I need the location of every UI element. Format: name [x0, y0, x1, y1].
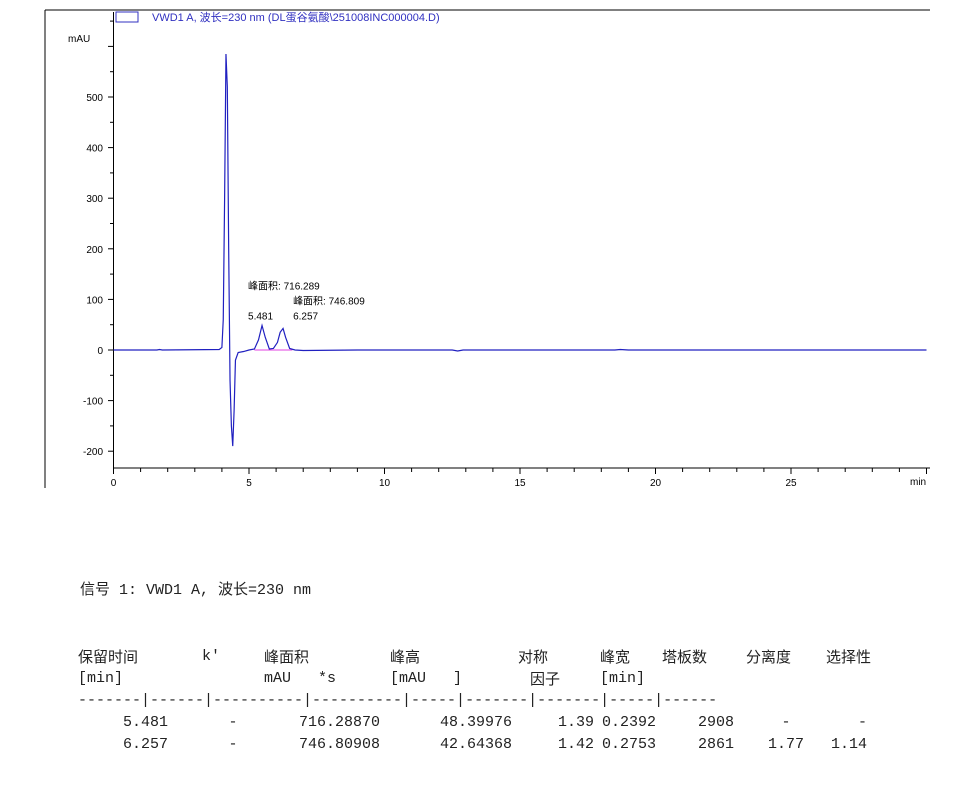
y-tick-label: 0 — [97, 346, 103, 357]
unit: [mAU ] — [390, 669, 463, 687]
units-row: [min] mAU *s [mAU ] 因子 [min] — [78, 667, 871, 689]
table-row: 5.481 - 716.28870 48.39976 1.39 0.2392 2908 - - — [78, 711, 871, 733]
legend-text: VWD1 A, 波长=230 nm (DL蛋谷氨酸\251008INC00000… — [152, 10, 440, 24]
col-retention-time: 保留时间 — [78, 649, 139, 667]
table-cell: 42.64368 — [439, 735, 512, 753]
table-cell: 1.77 — [767, 735, 804, 753]
col-selectivity: 选择性 — [826, 649, 872, 667]
y-axis-label: mAU — [68, 34, 90, 45]
x-tick-label: 15 — [514, 478, 526, 489]
y-tick-label: -100 — [83, 397, 103, 408]
y-tick-label: -200 — [83, 447, 103, 458]
col-height: 峰高 — [390, 649, 421, 667]
table-cell: 1.14 — [831, 735, 868, 753]
unit: 因子 — [530, 671, 561, 689]
x-tick-label: 5 — [246, 478, 252, 489]
table-cell: 5.481 — [122, 713, 168, 731]
x-axis-label: min — [910, 477, 926, 488]
table-cell: 2908 — [697, 713, 734, 731]
peak-annotation: 5.481 — [248, 312, 273, 323]
table-cell: 746.80908 — [298, 735, 380, 753]
y-tick-label: 500 — [86, 93, 103, 104]
col-symmetry: 对称 — [518, 649, 549, 667]
x-tick-label: 25 — [785, 478, 797, 489]
unit: [min] — [78, 669, 124, 687]
table-cell: 2861 — [697, 735, 734, 753]
signal-trace — [113, 53, 927, 447]
separator: -------|------|----------|----------|---… — [78, 691, 718, 709]
legend-swatch — [115, 11, 139, 23]
x-tick-label: 20 — [650, 478, 662, 489]
col-area: 峰面积 — [264, 649, 310, 667]
y-tick-label: 100 — [86, 295, 103, 306]
table-cell: 716.28870 — [298, 713, 380, 731]
peak-annotation: 峰面积: 716.289 — [248, 281, 320, 293]
peak-annotation: 峰面积: 746.809 — [293, 296, 365, 308]
header-row: 保留时间 k' 峰面积 峰高 对称 峰宽 塔板数 分离度 选择性 — [78, 645, 871, 667]
y-tick-label: 300 — [86, 194, 103, 205]
table-cell: 0.2753 — [601, 735, 656, 753]
chromatogram: VWD1 A, 波长=230 nm (DL蛋谷氨酸\251008INC00000… — [44, 9, 930, 489]
y-tick-label: 200 — [86, 245, 103, 256]
unit: [min] — [600, 669, 646, 687]
peak-table: 保留时间 k' 峰面积 峰高 对称 峰宽 塔板数 分离度 选择性 [min] m… — [78, 645, 871, 755]
x-tick-label: 0 — [111, 478, 117, 489]
x-tick-label: 10 — [379, 478, 391, 489]
table-cell: - — [781, 713, 791, 731]
table-cell: 0.2392 — [601, 713, 656, 731]
table-cell: - — [228, 735, 238, 753]
table-cell: 1.42 — [557, 735, 594, 753]
col-plates: 塔板数 — [662, 649, 708, 667]
col-width: 峰宽 — [600, 649, 631, 667]
unit: mAU *s — [264, 669, 337, 687]
table-cell: - — [858, 713, 868, 731]
table-cell: - — [228, 713, 238, 731]
col-k: k' — [202, 647, 221, 665]
col-resolution: 分离度 — [746, 649, 792, 667]
table-cell: 1.39 — [557, 713, 594, 731]
y-tick-label: 400 — [86, 144, 103, 155]
table-cell: 48.39976 — [439, 713, 512, 731]
signal-title: 信号 1: VWD1 A, 波长=230 nm — [80, 582, 312, 599]
table-row: 6.257 - 746.80908 42.64368 1.42 0.2753 2861 1.7… — [78, 733, 871, 755]
peak-annotation: 6.257 — [293, 312, 318, 323]
table-cell: 6.257 — [122, 735, 168, 753]
